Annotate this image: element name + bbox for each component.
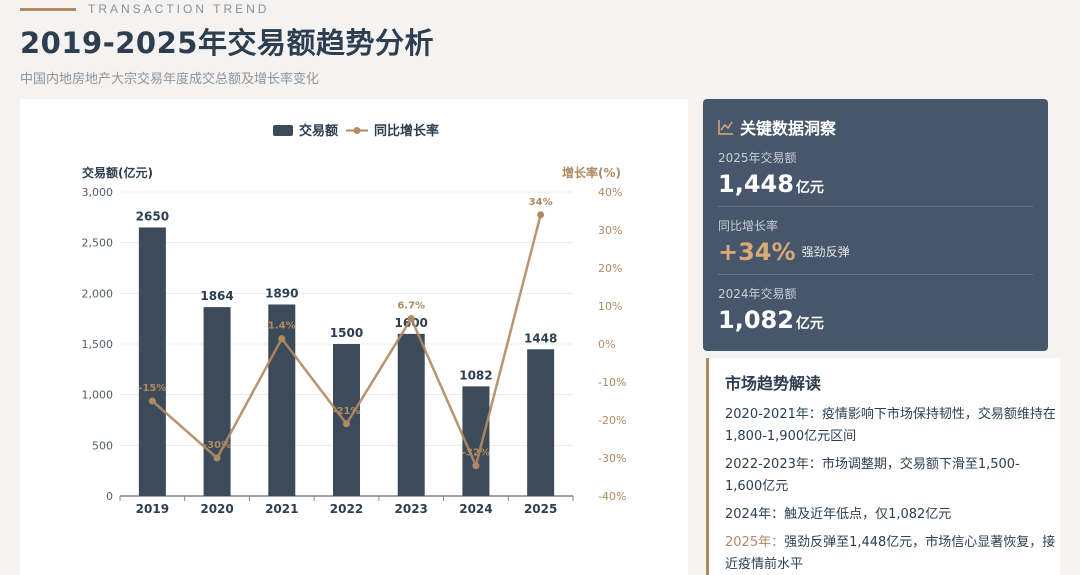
growth-value-label: -15% [138, 383, 166, 394]
kpi-2025-amount: 2025年交易额 1,448 亿元 [718, 139, 1033, 207]
kpi-unit: 亿元 [795, 180, 824, 196]
y-right-tick-label: 40% [598, 186, 622, 199]
bar-value-label: 1082 [459, 368, 492, 382]
y-right-tick-label: -20% [598, 414, 626, 427]
bar-value-label: 1600 [395, 316, 428, 330]
kpi-label: 2024年交易额 [718, 287, 797, 301]
x-tick-label: 2025 [524, 502, 557, 516]
growth-point [472, 462, 480, 470]
trend-year: 2022-2023年： [725, 457, 822, 472]
page-subtitle: 中国内地房地产大宗交易年度成交总额及增长率变化 [20, 72, 320, 87]
growth-value-label: -30% [203, 440, 231, 451]
page-title: 2019-2025年交易额趋势分析 [20, 26, 434, 60]
trend-text: 疫情影响下市场保持韧性，交易额维持在1,800-1,900亿元区间 [725, 407, 1056, 444]
legend-line-label: 同比增长率 [374, 123, 439, 139]
x-tick-label: 2020 [200, 502, 233, 516]
y-right-tick-label: 0% [598, 338, 615, 351]
growth-value-label: 1.4% [268, 321, 296, 332]
kpi-value: +34% [718, 238, 796, 266]
insight-card: 关键数据洞察 2025年交易额 1,448 亿元 同比增长率 +34% 强劲反弹 2… [703, 99, 1048, 351]
bar-value-label: 1864 [200, 289, 233, 303]
bar [527, 349, 555, 496]
trend-text: 强劲反弹至1,448亿元，市场信心显著恢复，接近疫情前水平 [725, 535, 1056, 572]
trend-card: 市场趋势解读 2020-2021年：疫情影响下市场保持韧性，交易额维持在1,80… [706, 358, 1060, 575]
bar-value-label: 1890 [265, 286, 298, 300]
bar-value-label: 1448 [524, 331, 557, 345]
y-left-tick-label: 1,500 [82, 338, 114, 351]
y-right-tick-label: -30% [598, 452, 626, 465]
trend-year: 2025年： [725, 535, 785, 550]
insight-title-text: 关键数据洞察 [740, 119, 837, 138]
y-left-tick-label: 1,000 [82, 389, 114, 402]
bar-value-label: 1500 [330, 326, 363, 340]
insight-title: 关键数据洞察 [718, 115, 1033, 139]
kpi-value: 1,082 [718, 306, 794, 334]
y-left-tick-label: 3,000 [82, 186, 114, 199]
bar [462, 386, 490, 496]
bar [138, 227, 166, 496]
x-tick-label: 2023 [395, 502, 428, 516]
divider [718, 206, 1033, 207]
y-right-tick-label: -10% [598, 376, 626, 389]
trend-text: 触及近年低点，仅1,082亿元 [784, 507, 952, 522]
y-left-axis-title: 交易额(亿元) [82, 165, 153, 180]
kpi-2024-amount: 2024年交易额 1,082 亿元 [718, 275, 1033, 334]
kpi-unit: 亿元 [795, 316, 824, 332]
eyebrow: TRANSACTION TREND [20, 0, 269, 18]
y-right-axis-title: 增长率(%) [562, 165, 621, 180]
kpi-label: 2025年交易额 [718, 151, 797, 165]
x-tick-label: 2021 [265, 502, 298, 516]
kpi-note: 强劲反弹 [801, 245, 850, 259]
growth-value-label: -32% [462, 448, 490, 459]
y-right-tick-label: -40% [598, 490, 626, 503]
bar [397, 333, 425, 496]
growth-point [343, 420, 350, 428]
growth-value-label: 34% [529, 197, 553, 208]
y-right-tick-label: 20% [598, 262, 622, 275]
bar-value-label: 2650 [136, 209, 169, 223]
y-right-tick-label: 30% [598, 224, 622, 237]
growth-point [278, 335, 286, 343]
growth-point [213, 454, 221, 462]
eyebrow-rule [20, 7, 76, 11]
kpi-growth-rate: 同比增长率 +34% 强劲反弹 [718, 207, 1033, 275]
growth-value-label: -21% [332, 406, 360, 417]
trend-item: 2022-2023年：市场调整期，交易额下滑至1,500-1,600亿元 [725, 454, 1060, 498]
trend-item: 2024年：触及近年低点，仅1,082亿元 [725, 504, 1060, 526]
bar [333, 344, 360, 496]
trend-item: 2025年：强劲反弹至1,448亿元，市场信心显著恢复，接近疫情前水平 [725, 532, 1060, 575]
growth-point [537, 211, 545, 219]
line-chart-icon [718, 120, 733, 135]
bar [268, 304, 296, 496]
y-left-tick-label: 500 [92, 439, 113, 452]
legend-bar-swatch [273, 125, 293, 136]
y-left-tick-label: 2,000 [82, 287, 114, 300]
trend-title: 市场趋势解读 [725, 374, 822, 393]
divider [718, 274, 1033, 275]
x-tick-label: 2019 [136, 502, 169, 516]
legend-line-marker [353, 127, 361, 134]
y-right-tick-label: 10% [598, 300, 622, 313]
growth-value-label: 6.7% [397, 301, 425, 312]
kpi-label: 同比增长率 [718, 219, 779, 233]
trend-year: 2024年： [725, 507, 785, 522]
y-left-tick-label: 2,500 [82, 237, 114, 250]
x-tick-label: 2024 [459, 502, 492, 516]
chart-card: 交易额 同比增长率交易额(亿元) 增长率(%) 0 500 1,000 1,500 2,000… [20, 99, 688, 575]
trend-text: 市场调整期，交易额下滑至1,500-1,600亿元 [725, 457, 1020, 494]
y-left-tick-label: 0 [106, 490, 113, 503]
trend-year: 2020-2021年： [725, 407, 822, 422]
growth-point [148, 397, 156, 405]
growth-point [407, 315, 415, 323]
trend-item: 2020-2021年：疫情影响下市场保持韧性，交易额维持在1,800-1,900… [725, 404, 1060, 448]
x-tick-label: 2022 [330, 502, 363, 516]
kpi-value: 1,448 [718, 170, 794, 198]
bar [203, 307, 231, 496]
legend-bar-label: 交易额 [299, 123, 338, 139]
eyebrow-text: TRANSACTION TREND [88, 2, 270, 16]
